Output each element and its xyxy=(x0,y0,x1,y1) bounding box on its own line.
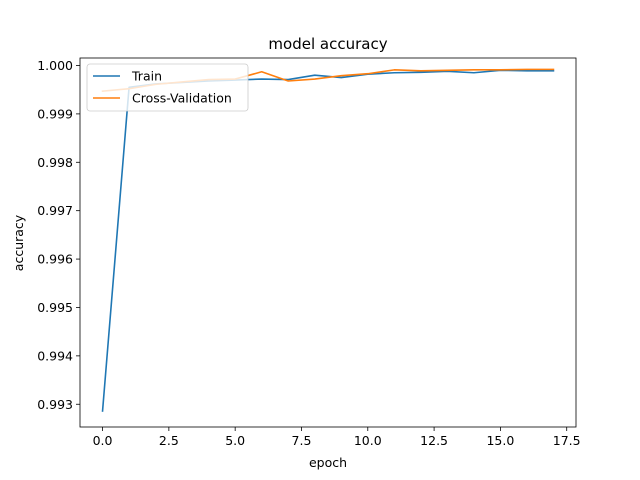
chart-title: model accuracy xyxy=(268,35,387,53)
legend-label-train: Train xyxy=(131,69,162,84)
x-tick-label: 12.5 xyxy=(420,433,448,448)
legend-box xyxy=(86,63,249,112)
x-tick-label: 5.0 xyxy=(225,433,245,448)
y-tick-label: 0.996 xyxy=(37,252,73,267)
y-tick-label: 0.998 xyxy=(37,155,73,170)
x-tick-label: 10.0 xyxy=(354,433,382,448)
y-axis-ticks: 0.993 0.994 0.995 0.996 0.997 0.998 0.999 1.000 xyxy=(37,58,80,412)
x-axis-ticks: 0.0 2.5 5.0 7.5 10.0 12.5 15.0 17.5 xyxy=(93,427,581,448)
x-axis-label: epoch xyxy=(309,455,347,470)
x-tick-label: 7.5 xyxy=(292,433,312,448)
y-tick-label: 0.994 xyxy=(37,348,73,363)
x-tick-label: 2.5 xyxy=(159,433,179,448)
plot-area-frame xyxy=(79,57,577,428)
legend: Train Cross-Validation xyxy=(86,63,249,112)
x-tick-label: 15.0 xyxy=(486,433,514,448)
y-tick-label: 1.000 xyxy=(37,58,73,73)
y-axis-label: accuracy xyxy=(11,214,26,271)
y-tick-label: 0.993 xyxy=(37,397,73,412)
legend-label-cross-validation: Cross-Validation xyxy=(132,91,232,106)
y-tick-label: 0.997 xyxy=(37,203,73,218)
y-tick-label: 0.999 xyxy=(37,106,73,121)
y-tick-label: 0.995 xyxy=(37,300,73,315)
x-tick-label: 0.0 xyxy=(93,433,113,448)
x-tick-label: 17.5 xyxy=(553,433,581,448)
